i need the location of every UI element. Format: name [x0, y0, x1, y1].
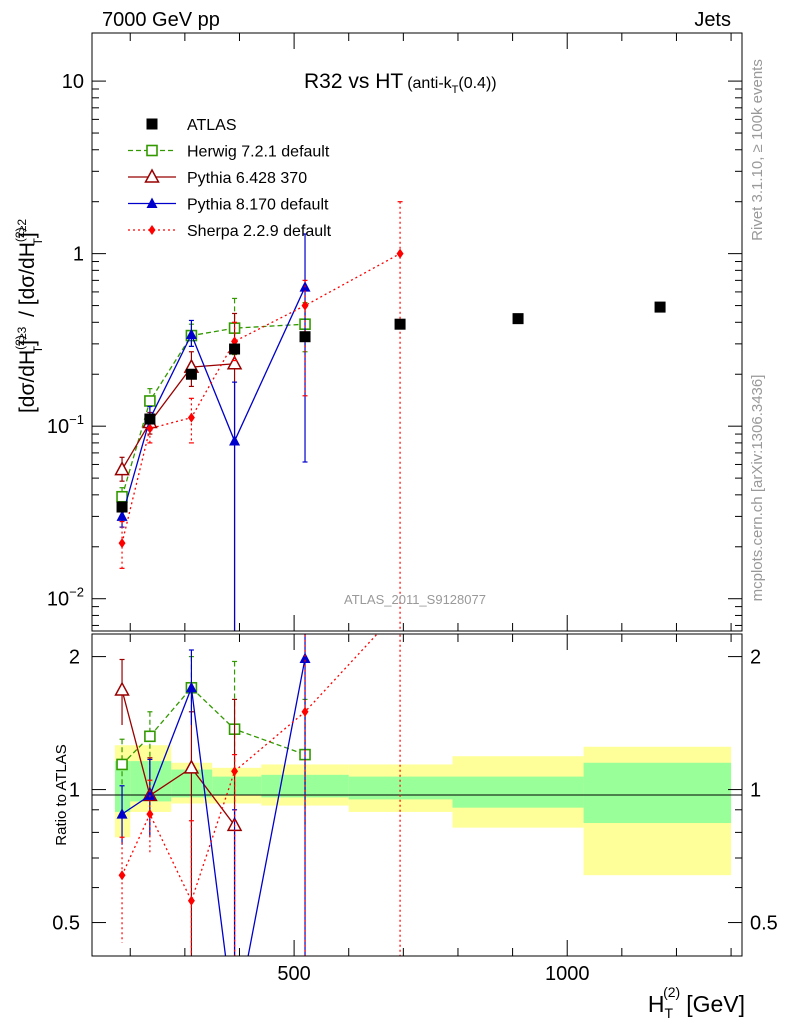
data-point-atlas — [116, 501, 128, 513]
data-point-atlas — [144, 413, 156, 425]
legend-marker — [146, 144, 158, 157]
legend-marker — [146, 197, 158, 208]
y-tick-label: 10 — [62, 71, 84, 93]
legend-label: Herwig 7.2.1 default — [187, 144, 330, 161]
legend-label: Sherpa 2.2.9 default — [187, 223, 332, 240]
y-tick-exponent: −2 — [69, 585, 84, 600]
title-suffix-end: (0.4)) — [458, 75, 496, 92]
ratio-tick-label-right: 0.5 — [750, 913, 778, 935]
ratio-tick-label-right: 1 — [750, 780, 761, 802]
ratio-point-sherpa-229 — [301, 706, 309, 717]
data-point-sherpa-229 — [301, 300, 309, 311]
svg-text:R32 vs HT(anti-kT(0.4)): R32 vs HT (anti-kT(0.4)) — [304, 70, 497, 96]
y-axis-label: [dσ/dH(2) T]≥3 / [dσ/dH(2) T]≥2 — [13, 219, 45, 413]
main-panel-frame — [91, 32, 743, 632]
data-point-sherpa-229 — [118, 538, 126, 549]
mcplots-label: mcplots.cern.ch [arXiv:1306.3436] — [749, 375, 766, 602]
chart-title: R32 vs HT (anti-kT(0.4)) — [304, 70, 497, 96]
x-label-main: H — [648, 991, 665, 1017]
data-point-atlas — [299, 331, 311, 343]
legend-label: Pythia 6.428 370 — [187, 170, 307, 187]
ratio-line-sherpa-229 — [121, 634, 379, 903]
ratio-point-sherpa-229 — [231, 766, 239, 777]
y-tick-base: 1 — [73, 244, 84, 266]
ratio-tick-label-right: 2 — [750, 647, 761, 669]
ratio-point-pythia-8170 — [299, 652, 311, 664]
ratio-axis-label: Ratio to ATLAS — [53, 744, 70, 845]
data-point-atlas — [512, 313, 524, 325]
main-panel-series — [114, 201, 666, 631]
ratio-point-pythia-6428 — [183, 759, 200, 774]
data-point-sherpa-229 — [146, 423, 154, 434]
data-point-herwig-721 — [144, 395, 156, 407]
y-tick-base: 10 — [47, 416, 69, 438]
ratio-point-herwig-721 — [144, 730, 156, 743]
data-point-sherpa-229 — [187, 412, 195, 423]
ratio-band-stat — [583, 762, 732, 824]
legend-marker — [148, 225, 156, 235]
ratio-point-sherpa-229 — [187, 895, 195, 906]
ratio-point-pythia-6428 — [114, 681, 130, 696]
x-label-unit: [GeV] — [686, 991, 745, 1017]
data-point-pythia-8170 — [116, 510, 128, 521]
ratio-tick-label-left: 2 — [69, 647, 80, 669]
ratio-band-stat — [348, 776, 453, 800]
data-point-pythia-6428 — [226, 355, 243, 370]
y-tick-exponent: −1 — [69, 412, 84, 427]
title-suffix-sub: T — [452, 84, 459, 96]
ratio-tick-label-left: 1 — [69, 780, 80, 802]
y-tick-label: 1 — [73, 244, 84, 266]
series-line-pythia-6428 — [121, 363, 235, 470]
data-point-pythia-8170 — [185, 328, 197, 339]
data-point-atlas — [185, 368, 197, 380]
y-tick-base: 10 — [47, 589, 69, 611]
title-suffix: (anti-k — [407, 75, 452, 92]
ratio-point-pythia-8170 — [185, 681, 197, 693]
y-tick-base: 10 — [62, 71, 84, 93]
title-main: R32 vs HT — [304, 70, 403, 93]
ratio-point-pythia-8170 — [116, 808, 128, 819]
ratio-point-sherpa-229 — [146, 809, 154, 820]
analysis-label: ATLAS_2011_S9128077 — [344, 592, 486, 607]
x-label-sup: (2) — [663, 984, 680, 1000]
data-point-atlas — [229, 343, 241, 355]
series-line-sherpa-229 — [121, 253, 401, 544]
ratio-point-herwig-721 — [116, 758, 128, 771]
legend: ATLAS Herwig 7.2.1 default Pythia 6.428 37… — [128, 117, 332, 240]
legend-label: ATLAS — [187, 117, 237, 134]
x-tick-label: 500 — [277, 963, 310, 985]
data-point-atlas — [654, 301, 666, 313]
ratio-point-sherpa-229 — [118, 870, 126, 881]
x-axis-label: HT (2) [GeV] — [648, 984, 745, 1021]
svg-text:[dσ/dH(2)T]≥3 / [dσ/dH(2)T]≥2: [dσ/dH(2) T]≥3 / [dσ/dH(2) T]≥2 — [13, 219, 45, 413]
data-point-pythia-6428 — [114, 461, 130, 476]
data-point-sherpa-229 — [396, 248, 404, 259]
legend-label: Pythia 8.170 default — [187, 197, 329, 214]
data-point-herwig-721 — [116, 490, 128, 503]
header-right: Jets — [694, 9, 731, 31]
svg-text:HT(2)[GeV]: HT (2) [GeV] — [648, 984, 745, 1021]
ratio-band-stat — [452, 776, 584, 808]
legend-marker — [144, 168, 160, 183]
ratio-panel-frame — [91, 633, 743, 957]
data-point-pythia-8170 — [229, 435, 241, 446]
ratio-tick-label-left: 0.5 — [52, 913, 80, 935]
ratio-point-pythia-8170 — [144, 789, 156, 800]
y-tick-label: 10−2 — [47, 585, 84, 611]
ratio-line-herwig-721 — [121, 686, 306, 765]
header-left: 7000 GeV pp — [102, 9, 220, 31]
data-point-atlas — [394, 318, 406, 330]
ratio-line-pythia-6428 — [121, 689, 236, 826]
x-tick-label: 1000 — [545, 963, 590, 985]
legend-marker — [146, 118, 158, 130]
rivet-label: Rivet 3.1.10, ≥ 100k events — [749, 59, 766, 241]
ratio-band-stat — [212, 776, 262, 796]
y-tick-label: 10−1 — [47, 412, 84, 438]
x-label-sub: T — [665, 1005, 674, 1021]
ratio-panel-series — [114, 634, 401, 956]
